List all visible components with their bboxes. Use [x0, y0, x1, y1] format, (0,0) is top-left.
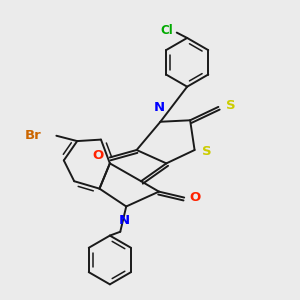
Text: O: O — [93, 149, 104, 162]
Text: N: N — [153, 101, 164, 114]
Text: Cl: Cl — [160, 24, 173, 37]
Text: S: S — [202, 145, 211, 158]
Text: S: S — [226, 99, 236, 112]
Text: N: N — [119, 214, 130, 227]
Text: Br: Br — [25, 129, 41, 142]
Text: O: O — [190, 191, 201, 204]
